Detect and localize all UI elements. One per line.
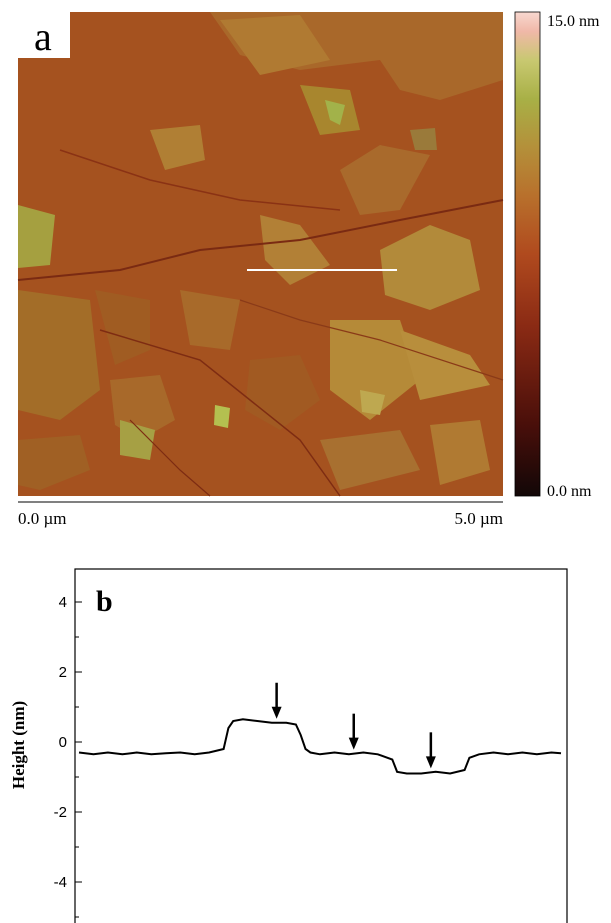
x-end-label: 5.0 µm <box>454 509 503 528</box>
plot-frame <box>74 568 568 923</box>
step-arrows <box>271 682 436 769</box>
y-tick-label: 4 <box>59 594 67 611</box>
y-tick-label: 2 <box>59 664 67 681</box>
scale-min-label: 0.0 nm <box>547 483 592 500</box>
afm-figure: a 15.0 nm 0.0 nm 0.0 µm 5.0 µm <box>17 11 600 528</box>
afm-height-image <box>17 12 504 497</box>
y-tick-label: -2 <box>54 804 67 821</box>
panel-a-label-box <box>18 12 70 58</box>
x-start-label: 0.0 µm <box>18 509 67 528</box>
y-tick-label: -4 <box>54 874 67 891</box>
y-tick-label: 0 <box>59 734 67 751</box>
y-axis-label: Height (nm) <box>9 701 28 789</box>
height-profile-chart: b Height (nm) 4 2 0 -2 -4 <box>9 568 568 923</box>
panel-a-label: a <box>34 14 52 59</box>
step-arrow <box>425 732 436 769</box>
y-axis-ticks: 4 2 0 -2 -4 <box>54 594 82 918</box>
step-arrow <box>271 682 282 719</box>
scale-max-label: 15.0 nm <box>547 13 600 30</box>
height-color-scale <box>514 11 541 497</box>
step-arrow <box>348 713 359 750</box>
height-profile-line <box>78 718 562 775</box>
panel-b-label: b <box>96 585 113 618</box>
